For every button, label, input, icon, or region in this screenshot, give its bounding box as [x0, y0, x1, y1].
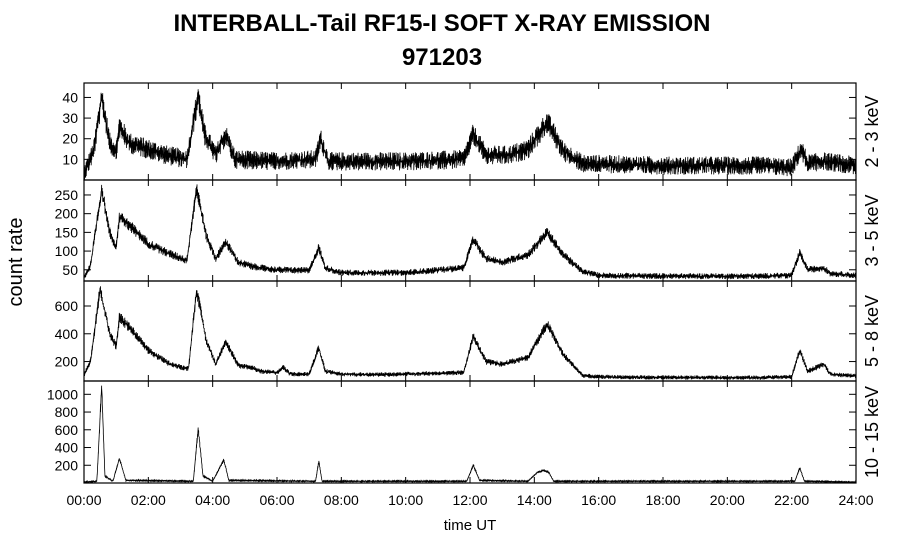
x-tick-label: 04:00: [195, 492, 230, 508]
panel-energy-label: 10 - 15 keV: [862, 386, 882, 478]
x-tick-label: 02:00: [131, 492, 166, 508]
x-tick-label: 06:00: [259, 492, 294, 508]
x-axis-label: time UT: [444, 517, 497, 534]
y-tick-label: 20: [62, 131, 78, 147]
y-tick-label: 50: [62, 262, 78, 278]
x-tick-label: 10:00: [388, 492, 423, 508]
chart-title: INTERBALL-Tail RF15-I SOFT X-RAY EMISSIO…: [173, 10, 711, 37]
y-tick-label: 30: [62, 110, 78, 126]
x-tick-label: 16:00: [581, 492, 616, 508]
x-tick-label: 14:00: [517, 492, 552, 508]
panel-frame: [83, 380, 857, 484]
y-tick-label: 200: [55, 457, 79, 473]
panel-1: 10 20 30 40 2 - 3 keV: [62, 82, 882, 181]
x-tick-label: 20:00: [710, 492, 745, 508]
y-tick-label: 200: [55, 206, 79, 222]
x-tick-label: 24:00: [838, 492, 873, 508]
panel-energy-label: 2 - 3 keV: [862, 95, 882, 167]
y-tick-label: 1000: [47, 386, 78, 402]
panel-energy-label: 5 - 8 keV: [862, 295, 882, 367]
y-tick-label: 600: [55, 422, 79, 438]
series-3-trace: [83, 286, 857, 381]
y-tick-label: 200: [55, 354, 79, 370]
y-tick-label: 100: [55, 243, 79, 259]
x-tick-label: 22:00: [774, 492, 809, 508]
y-axis-label: count rate: [5, 218, 27, 307]
y-tick-label: 400: [55, 440, 79, 456]
y-tick-label: 400: [55, 326, 79, 342]
y-tick-label: 800: [55, 404, 79, 420]
panel-frame: [83, 179, 857, 282]
x-tick-label: 00:00: [66, 492, 101, 508]
panel-3: 200 400 600 5 - 8 keV: [55, 280, 882, 382]
panel-energy-label: 3 - 5 keV: [862, 194, 882, 266]
chart-subtitle: 971203: [401, 44, 483, 71]
series-2-trace: [83, 184, 857, 280]
x-tick-label: 08:00: [324, 492, 359, 508]
x-tick-label: 18:00: [645, 492, 680, 508]
y-tick-label: 250: [55, 187, 79, 203]
y-tick-label: 10: [62, 151, 78, 167]
panels-group: 10 20 30 40 2 - 3 keV 50 100 150 200 250 3 - 5 keV…: [47, 82, 882, 508]
y-tick-label: 40: [62, 89, 78, 105]
x-tick-label: 12:00: [452, 492, 487, 508]
y-tick-label: 150: [55, 224, 79, 240]
panel-frame: [83, 280, 857, 382]
panel-2: 50 100 150 200 250 3 - 5 keV: [55, 179, 882, 282]
series-1-trace: [83, 89, 857, 180]
series-4-trace: [83, 385, 857, 484]
y-tick-label: 600: [55, 298, 79, 314]
